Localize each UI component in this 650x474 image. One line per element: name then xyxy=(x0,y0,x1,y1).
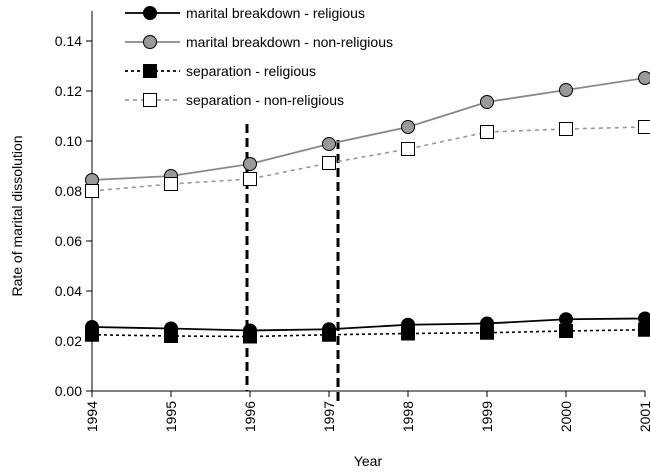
marker xyxy=(480,325,494,340)
series-line xyxy=(91,77,646,181)
marker xyxy=(85,327,99,342)
marker xyxy=(243,157,257,171)
marker xyxy=(322,137,336,151)
series-line xyxy=(91,317,646,332)
marker xyxy=(401,120,415,134)
y-tick-label: 0.10 xyxy=(55,133,82,149)
x-tick-label: 1994 xyxy=(84,401,100,432)
x-tick-label: 1998 xyxy=(400,401,416,432)
marker xyxy=(638,322,650,337)
marker xyxy=(559,312,573,327)
marker xyxy=(164,329,178,343)
x-axis-label: Year xyxy=(354,453,383,469)
x-tick-label: 1995 xyxy=(163,401,179,432)
y-tick-label: 0.08 xyxy=(55,183,82,199)
marker xyxy=(401,142,415,156)
x-tick-label: 2000 xyxy=(558,401,574,432)
legend-label: marital breakdown - non-religious xyxy=(186,34,393,50)
x-tick-label: 2001 xyxy=(637,401,650,432)
marker xyxy=(559,324,573,338)
marker xyxy=(243,329,257,344)
marker xyxy=(401,326,415,341)
legend-marker xyxy=(143,6,157,20)
legend-label: marital breakdown - religious xyxy=(186,5,365,21)
marker xyxy=(164,177,178,191)
marker xyxy=(85,184,99,198)
y-tick-label: 0.00 xyxy=(55,383,82,399)
marker xyxy=(638,71,650,85)
legend-marker xyxy=(143,35,157,49)
series-line xyxy=(91,328,646,338)
y-tick-label: 0.02 xyxy=(55,333,82,349)
marker xyxy=(480,125,494,139)
y-tick-label: 0.12 xyxy=(55,83,82,99)
marker xyxy=(322,327,336,342)
marker xyxy=(322,156,336,170)
y-tick-label: 0.04 xyxy=(55,283,82,299)
legend-label: separation - religious xyxy=(186,63,316,79)
y-tick-label: 0.14 xyxy=(55,33,82,49)
x-tick-label: 1999 xyxy=(479,401,495,432)
marker xyxy=(559,122,573,136)
y-tick-label: 0.06 xyxy=(55,233,82,249)
legend-label: separation - non-religious xyxy=(186,92,344,108)
marker xyxy=(243,172,257,186)
legend-marker xyxy=(143,93,157,107)
marker xyxy=(559,83,573,97)
legend-marker xyxy=(143,64,157,78)
x-tick-label: 1996 xyxy=(242,401,258,432)
series-line xyxy=(91,126,646,192)
y-axis-label: Rate of marital dissolution xyxy=(9,135,25,296)
marker xyxy=(638,120,650,134)
marker xyxy=(480,95,494,109)
x-tick-label: 1997 xyxy=(321,401,337,432)
